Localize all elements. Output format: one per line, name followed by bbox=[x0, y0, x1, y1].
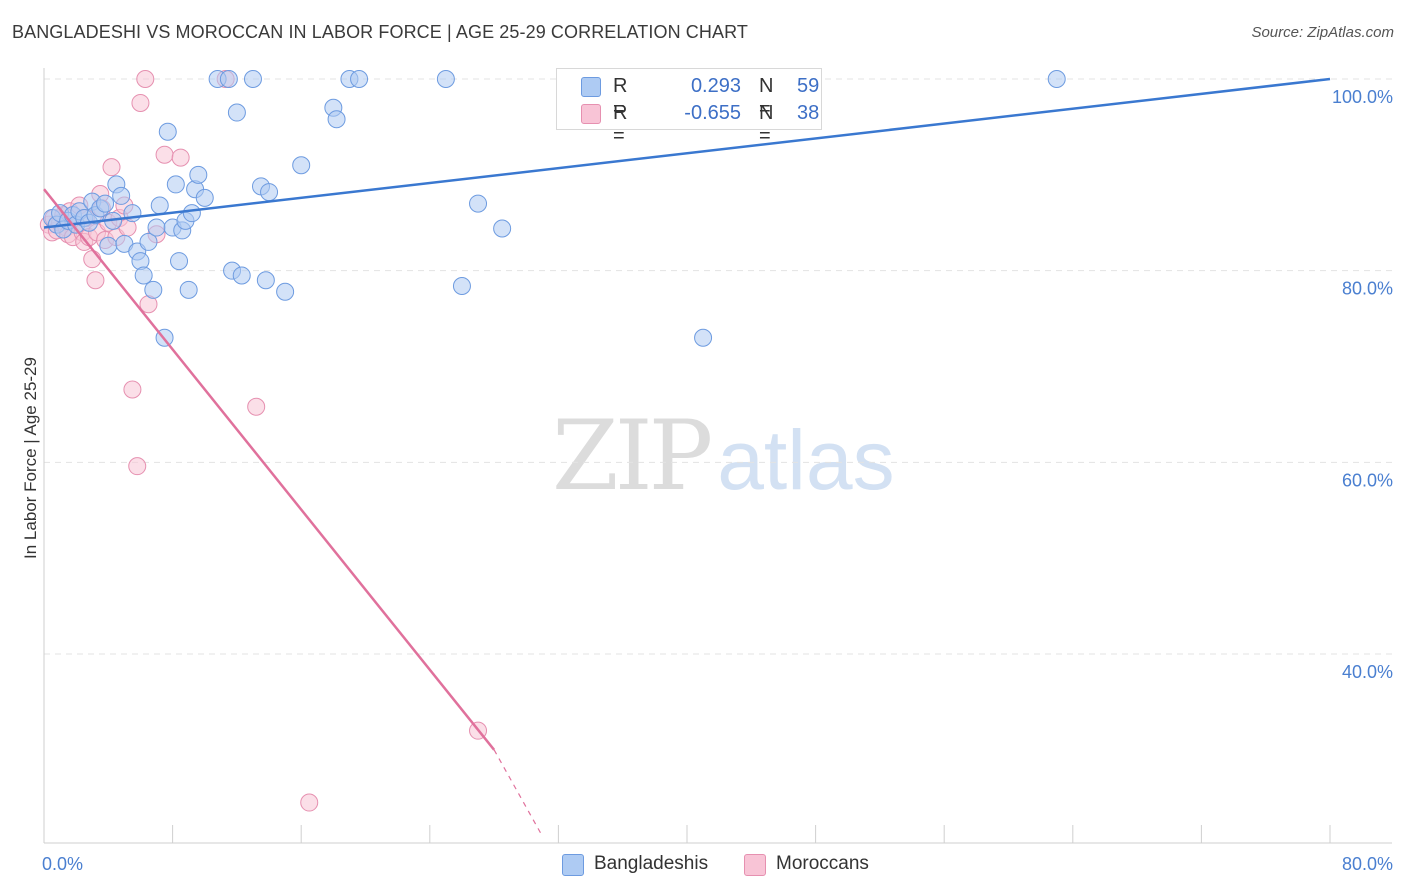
bangladeshi-point-34 bbox=[179, 280, 198, 299]
legend-n-label: N = bbox=[759, 102, 774, 147]
bangladeshi-point-48 bbox=[276, 282, 295, 301]
bangladeshis-points bbox=[43, 70, 1066, 347]
bangladeshi-point-25 bbox=[147, 218, 166, 237]
bangladeshis-trend-line bbox=[43, 77, 1331, 229]
bottom-legend-swatch-pink bbox=[744, 854, 766, 876]
bangladeshi-point-13 bbox=[96, 194, 115, 213]
bangladeshi-point-46 bbox=[256, 271, 275, 290]
stats-legend: R = 0.293 N = 59 R = -0.655 N = 38 bbox=[556, 68, 822, 147]
bottom-legend-label: Bangladeshis bbox=[594, 853, 709, 874]
watermark-atlas: atlas bbox=[717, 413, 895, 507]
legend-r-value: 0.293 bbox=[690, 75, 741, 97]
y-tick-label-0: 100.0% bbox=[1332, 87, 1393, 107]
moroccan-point-35 bbox=[171, 148, 190, 167]
bangladeshi-point-17 bbox=[112, 186, 131, 205]
bangladeshi-point-14 bbox=[99, 236, 118, 255]
bangladeshi-point-59 bbox=[694, 328, 713, 347]
trend-lines bbox=[43, 77, 1331, 837]
bangladeshi-point-42 bbox=[227, 103, 246, 122]
moroccan-point-38 bbox=[300, 793, 319, 812]
bangladeshi-point-55 bbox=[452, 277, 471, 295]
y-tick-label-1: 80.0% bbox=[1342, 279, 1393, 299]
bangladeshi-point-60 bbox=[1047, 70, 1066, 88]
bangladeshi-point-30 bbox=[166, 175, 185, 194]
moroccan-point-34 bbox=[155, 145, 174, 164]
bangladeshi-point-35 bbox=[182, 204, 201, 223]
bangladeshi-point-40 bbox=[219, 70, 238, 88]
bangladeshi-point-54 bbox=[436, 70, 455, 88]
bangladeshi-point-51 bbox=[327, 110, 346, 129]
legend-n-value: 59 bbox=[797, 75, 820, 97]
bangladeshi-point-56 bbox=[469, 194, 488, 213]
legend-r-value: -0.655 bbox=[684, 102, 741, 124]
bangladeshi-point-26 bbox=[150, 196, 169, 215]
moroccan-point-16 bbox=[83, 250, 102, 269]
bangladeshi-point-53 bbox=[350, 70, 369, 88]
watermark: ZIPatlas bbox=[552, 400, 895, 512]
moroccans-trend-extension bbox=[493, 749, 543, 837]
bottom-legend-label: Moroccans bbox=[776, 853, 869, 874]
x-tick-label-0: 0.0% bbox=[42, 854, 83, 874]
legend-n-value: 38 bbox=[797, 102, 820, 124]
moroccan-point-37 bbox=[247, 397, 266, 416]
legend-swatch-pink bbox=[581, 104, 601, 124]
moroccan-point-31 bbox=[136, 70, 155, 88]
bangladeshi-point-57 bbox=[493, 219, 512, 238]
moroccan-point-29 bbox=[128, 457, 147, 476]
moroccan-point-23 bbox=[102, 158, 121, 177]
watermark-zip: ZIP bbox=[552, 400, 713, 512]
bangladeshi-point-38 bbox=[195, 188, 214, 207]
source-label: Source: ZipAtlas.com bbox=[1251, 24, 1394, 41]
bottom-legend-swatch-blue bbox=[562, 854, 584, 876]
bangladeshi-point-47 bbox=[260, 183, 279, 202]
bangladeshi-point-49 bbox=[292, 156, 311, 175]
moroccan-point-30 bbox=[131, 93, 150, 112]
x-tick-label-1: 80.0% bbox=[1342, 854, 1393, 874]
y-tick-label-3: 40.0% bbox=[1342, 662, 1393, 682]
bangladeshi-point-22 bbox=[134, 266, 153, 285]
bangladeshi-point-24 bbox=[144, 280, 163, 299]
y-tick-label-2: 60.0% bbox=[1342, 470, 1393, 490]
tick-labels: 100.0% 80.0% 60.0% 40.0% 0.0% 80.0% bbox=[42, 87, 1393, 874]
bangladeshi-point-28 bbox=[158, 122, 177, 141]
legend-r-label: R = bbox=[613, 102, 628, 147]
moroccans-trend-line bbox=[43, 188, 496, 751]
legend-n-label: N = bbox=[759, 75, 774, 120]
y-axis-label: In Labor Force | Age 25-29 bbox=[21, 357, 40, 559]
bangladeshi-point-37 bbox=[189, 165, 208, 184]
bangladeshi-point-23 bbox=[139, 232, 158, 251]
axes bbox=[43, 68, 1392, 844]
chart-title: BANGLADESHI VS MOROCCAN IN LABOR FORCE |… bbox=[12, 22, 748, 42]
legend-r-label: R = bbox=[613, 75, 628, 120]
moroccan-point-17 bbox=[86, 271, 105, 290]
moroccan-point-28 bbox=[123, 380, 142, 399]
grid bbox=[44, 78, 1392, 655]
bangladeshi-point-44 bbox=[243, 70, 262, 88]
bangladeshi-point-43 bbox=[232, 266, 251, 285]
legend-swatch-blue bbox=[581, 77, 601, 97]
bangladeshi-point-31 bbox=[170, 252, 189, 271]
